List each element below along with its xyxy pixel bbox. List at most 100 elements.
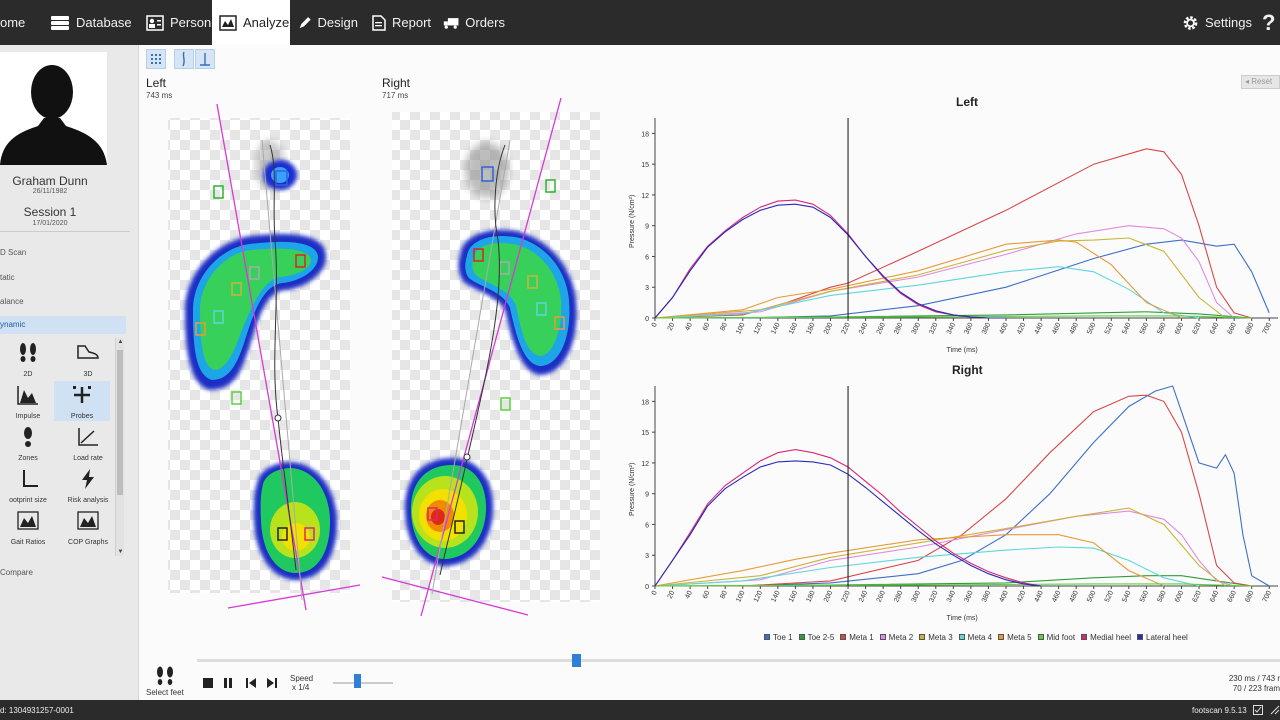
right-chart-x-tick-label: 500 xyxy=(1086,590,1097,604)
legend-item[interactable]: Toe 1 xyxy=(764,631,793,643)
tool-risk-analysis[interactable]: Risk analysis xyxy=(60,465,116,505)
sidebar-item-3d-scan[interactable]: D Scan xyxy=(0,248,27,257)
tool-gait-ratios[interactable]: Gait Ratios xyxy=(0,507,56,547)
legend-item[interactable]: Mid foot xyxy=(1037,631,1075,643)
tool-impulse[interactable]: Impulse xyxy=(0,381,56,421)
right-chart-series-meta-2 xyxy=(654,510,1235,587)
shoe-icon xyxy=(77,345,99,359)
legend-item[interactable]: Meta 5 xyxy=(998,631,1032,643)
sidebar-item-balance[interactable]: alance xyxy=(0,297,24,306)
nav-orders-label: Orders xyxy=(465,15,505,30)
legend-label: Toe 2-5 xyxy=(807,632,835,642)
scroll-down-icon[interactable]: ▼ xyxy=(117,549,124,555)
sidebar-item-dynamic[interactable]: ynamic xyxy=(0,316,126,334)
legend-swatch xyxy=(1081,634,1088,640)
axis-button[interactable] xyxy=(195,49,215,69)
nav-report[interactable]: Report xyxy=(372,0,432,45)
tool-cop-graphs[interactable]: COP Graphs xyxy=(60,507,116,547)
reset-zoom-button[interactable]: ◂ Reset xyxy=(1241,75,1280,89)
legend-item[interactable]: Medial heel xyxy=(1081,631,1131,643)
legend-label: Meta 3 xyxy=(928,632,953,642)
legend-item[interactable]: Meta 3 xyxy=(919,631,953,643)
report-icon xyxy=(372,14,386,31)
nav-home-label: ome xyxy=(0,15,26,30)
left-chart-x-tick-label: 420 xyxy=(1016,322,1027,336)
tool-3d[interactable]: 3D xyxy=(60,339,116,379)
timeline-track[interactable] xyxy=(197,654,1280,667)
right-chart-series-meta-4 xyxy=(654,546,1200,587)
timeline-thumb[interactable] xyxy=(572,654,582,667)
impulse-icon xyxy=(17,386,38,405)
step-forward-button[interactable] xyxy=(265,676,279,690)
nav-home[interactable]: ome xyxy=(0,0,33,45)
right-chart-series-meta-1 xyxy=(655,394,1252,587)
select-feet-icon[interactable] xyxy=(154,666,176,686)
right-chart-x-tick-label: 100 xyxy=(735,590,746,604)
right-chart-x-tick-label: 660 xyxy=(1227,590,1238,604)
left-chart-series-meta-4 xyxy=(654,266,1200,319)
stop-button[interactable] xyxy=(201,676,215,690)
resize-grip-icon[interactable] xyxy=(1270,705,1280,715)
tool-impulse-label: Impulse xyxy=(15,413,41,420)
legend-label: Toe 1 xyxy=(773,632,793,642)
tool-probes[interactable]: Probes xyxy=(54,381,110,421)
grid-view-button[interactable] xyxy=(146,49,166,69)
analyze-icon xyxy=(219,14,237,31)
pause-icon xyxy=(224,678,232,688)
tool-zones[interactable]: Zones xyxy=(0,423,56,463)
left-chart-x-tick-label: 560 xyxy=(1139,322,1150,336)
left-chart-y-tick-label: 9 xyxy=(645,224,649,231)
left-chart-y-tick-label: 18 xyxy=(641,131,649,138)
session-name[interactable]: Session 1 xyxy=(23,205,77,219)
nav-person[interactable]: Person xyxy=(146,0,214,45)
tool-load-rate[interactable]: Load rate xyxy=(60,423,116,463)
legend-swatch xyxy=(879,634,886,640)
legend-label: Medial heel xyxy=(1090,632,1131,642)
left-foot-map[interactable] xyxy=(168,103,361,611)
right-chart-x-tick-label: 360 xyxy=(963,590,974,604)
legend-item[interactable]: Meta 1 xyxy=(840,631,874,643)
left-chart-x-tick-label: 700 xyxy=(1262,322,1273,336)
speed-slider-thumb[interactable] xyxy=(354,674,361,688)
right-chart-x-tick-label: 180 xyxy=(805,590,816,604)
left-foot-title: Left xyxy=(146,76,167,90)
tool-grid-scrollbar[interactable]: ▲ ▼ xyxy=(115,338,124,556)
tool-load-rate-label: Load rate xyxy=(73,455,103,462)
tool-footprint-size-label: ootprint size xyxy=(9,497,47,504)
speed-slider[interactable] xyxy=(333,682,393,684)
legend-item[interactable]: Meta 2 xyxy=(879,631,913,643)
nav-database[interactable]: Database xyxy=(50,0,132,45)
person-silhouette-icon xyxy=(0,52,107,165)
scroll-up-icon[interactable]: ▲ xyxy=(117,339,124,345)
pause-button[interactable] xyxy=(221,676,235,690)
nav-orders[interactable]: Orders xyxy=(443,0,505,45)
sidebar-item-static[interactable]: tatic xyxy=(0,273,15,282)
right-chart-x-tick-label: 480 xyxy=(1069,590,1080,604)
help-button[interactable]: ? xyxy=(1262,0,1280,45)
chart-legend: Toe 1 Toe 2-5 Meta 1 Meta 2 Meta 3 Meta 4 Meta… xyxy=(764,631,1194,643)
person-name: Graham Dunn xyxy=(12,174,88,188)
left-chart-x-tick-label: 460 xyxy=(1051,322,1062,336)
sidebar-item-compare[interactable]: Compare xyxy=(0,568,33,577)
legend-item[interactable]: Lateral heel xyxy=(1137,631,1188,643)
check-icon[interactable] xyxy=(1253,705,1263,715)
scrollbar-thumb[interactable] xyxy=(117,350,123,495)
cop-line-button[interactable] xyxy=(174,49,194,69)
nav-design[interactable]: Design xyxy=(298,0,358,45)
legend-item[interactable]: Meta 4 xyxy=(958,631,992,643)
tool-footprint-size[interactable]: ootprint size xyxy=(0,465,56,505)
nav-analyze[interactable]: Analyze xyxy=(212,0,290,45)
person-dob: 26/11/1982 xyxy=(32,188,68,195)
right-foot-map[interactable] xyxy=(381,97,600,617)
left-chart-y-tick-label: 3 xyxy=(645,285,649,292)
left-chart-x-tick-label: 600 xyxy=(1174,322,1185,336)
right-chart-x-tick-label: 200 xyxy=(823,590,834,604)
tool-2d[interactable]: 2D xyxy=(0,339,56,379)
step-back-button[interactable] xyxy=(244,676,258,690)
legend-item[interactable]: Toe 2-5 xyxy=(798,631,835,643)
nav-settings[interactable]: Settings xyxy=(1182,0,1252,45)
left-chart-series-mid-foot xyxy=(654,315,1252,319)
